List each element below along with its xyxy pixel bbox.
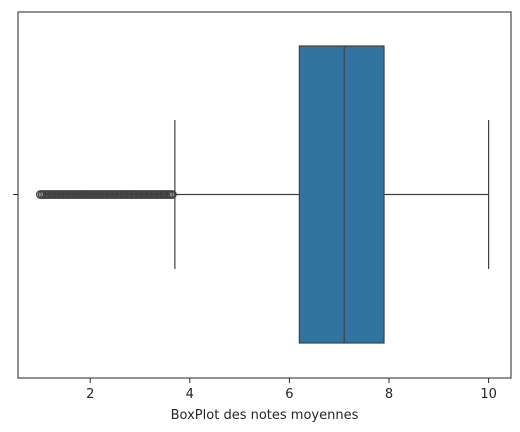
x-tick-label: 6: [285, 387, 293, 402]
outlier-point: [167, 190, 177, 199]
x-tick-label: 2: [86, 387, 94, 402]
x-tick-label: 4: [186, 387, 194, 402]
x-tick-label: 10: [480, 387, 497, 402]
iqr-box: [298, 45, 385, 344]
x-axis-label: BoxPlot des notes moyennes: [171, 408, 359, 423]
x-tick-label: 8: [385, 387, 393, 402]
x-axis-ticks: 2 4 6 8 10: [86, 378, 497, 402]
boxplot-marks: [36, 45, 490, 344]
